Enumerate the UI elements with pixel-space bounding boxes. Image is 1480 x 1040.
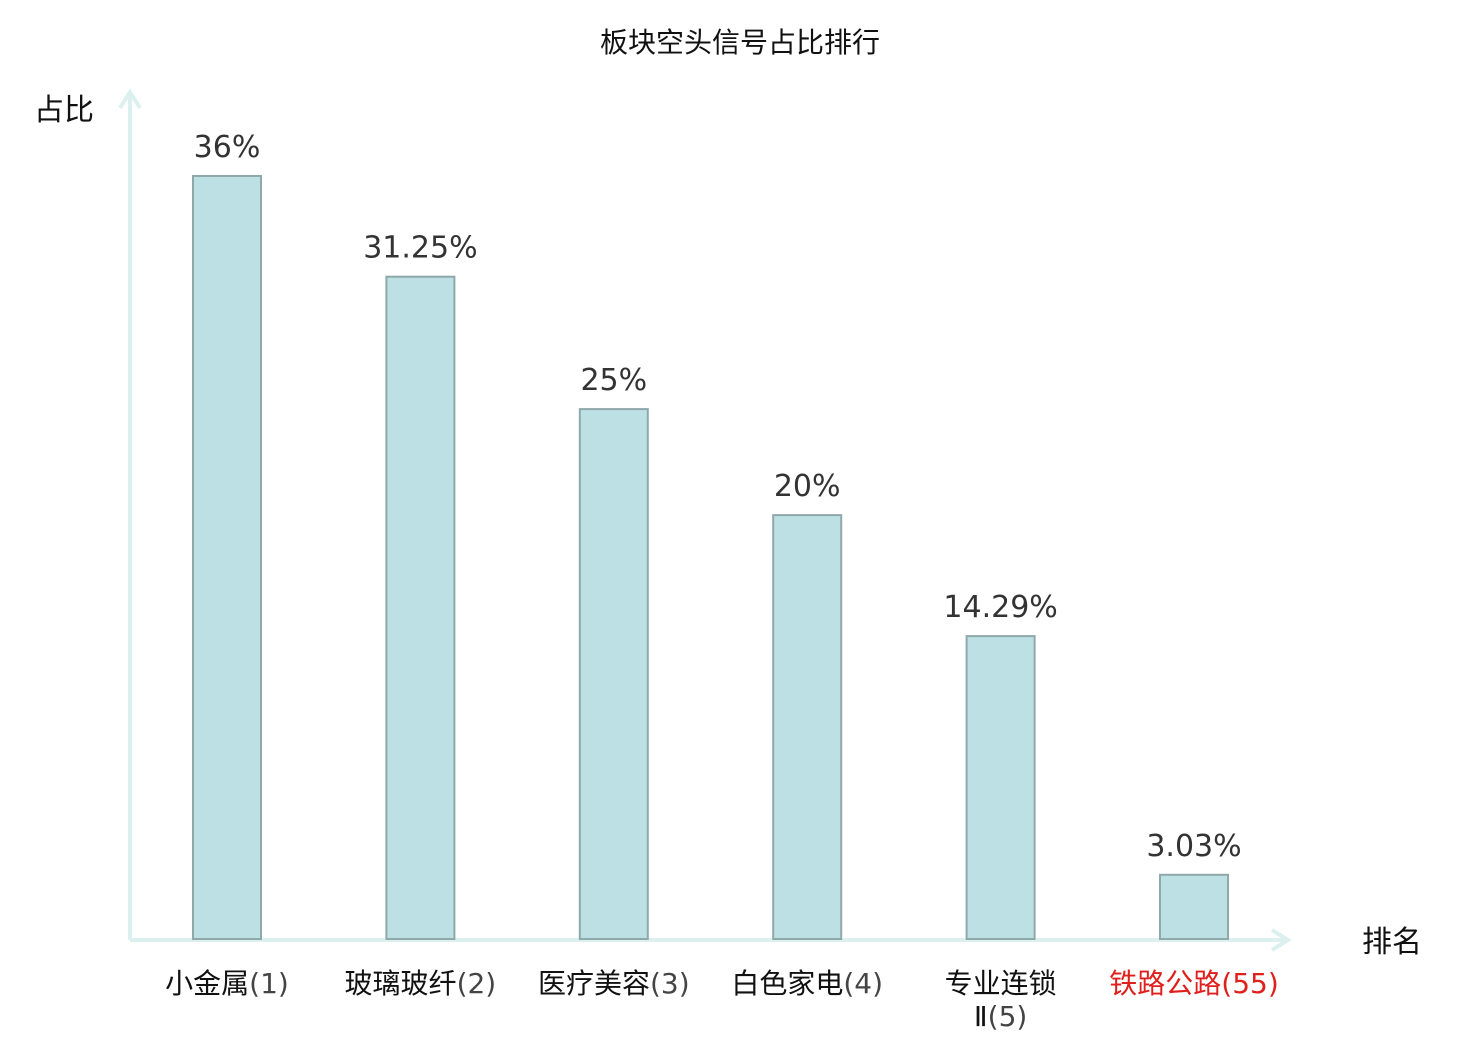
data-label: 20% — [774, 469, 841, 504]
category-tick-label: 小金属(1) — [165, 967, 289, 1000]
data-label: 25% — [580, 363, 647, 398]
y-axis-arrowhead — [118, 88, 142, 110]
data-label: 31.25% — [363, 231, 477, 266]
category-tick-label: 白色家电(4) — [731, 967, 883, 1000]
category-name: 医疗美容(3) — [538, 967, 690, 1000]
category-name: 专业连锁 — [945, 967, 1057, 1000]
category-name: 小金属(1) — [165, 967, 289, 1000]
bar — [578, 408, 649, 941]
bar — [772, 514, 843, 940]
category-tick-label: 玻璃玻纤(2) — [345, 967, 497, 1000]
y-axis-label: 占比 — [34, 93, 94, 128]
bar-series — [192, 175, 1229, 941]
bar — [965, 635, 1036, 940]
bar — [1159, 873, 1229, 940]
category-name: 白色家电(4) — [731, 967, 883, 1000]
x-axis — [130, 928, 1292, 952]
data-label: 14.29% — [943, 590, 1057, 625]
category-tick-label: 铁路公路(55) — [1109, 967, 1279, 1000]
category-tick-label: 医疗美容(3) — [538, 967, 690, 1000]
y-axis — [118, 88, 142, 940]
x-axis-arrowhead — [1270, 928, 1292, 952]
x-axis-label: 排名 — [1362, 925, 1422, 960]
category-name: 铁路公路(55) — [1109, 967, 1279, 1000]
category-name: 玻璃玻纤(2) — [345, 967, 497, 1000]
data-label: 3.03% — [1146, 829, 1241, 864]
bar — [385, 275, 456, 940]
value-labels: 36% 31.25% 25% 20% 14.29% 3.03% — [194, 130, 1242, 864]
data-label: 36% — [194, 130, 261, 165]
chart-title: 板块空头信号占比排行 — [600, 26, 880, 59]
category-name-line2: Ⅱ(5) — [974, 1000, 1027, 1033]
bar — [192, 175, 262, 940]
